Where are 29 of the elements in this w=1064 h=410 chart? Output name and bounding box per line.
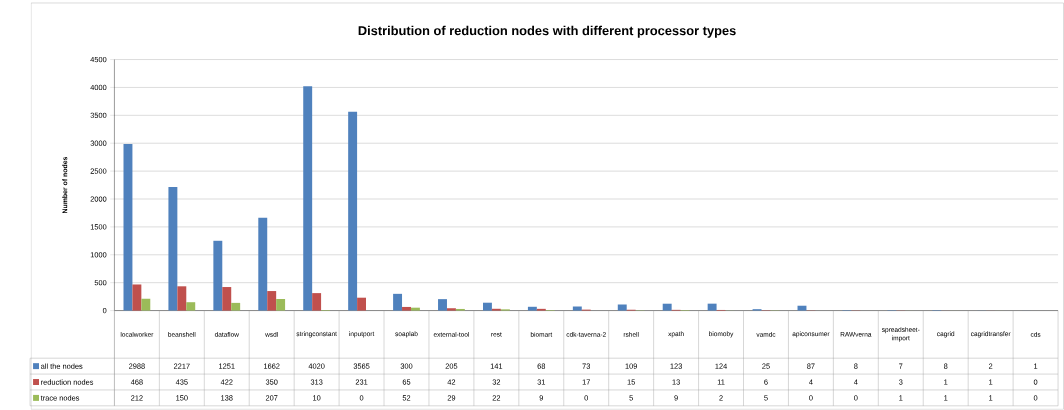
bar xyxy=(446,308,456,311)
bar xyxy=(348,111,358,311)
bar xyxy=(186,302,196,311)
bar xyxy=(213,240,223,311)
bar xyxy=(231,302,241,311)
bar xyxy=(267,291,277,311)
bar xyxy=(707,303,717,311)
bar xyxy=(410,307,420,311)
bar xyxy=(357,297,367,311)
bar xyxy=(438,299,447,311)
bar xyxy=(132,284,142,311)
bar xyxy=(303,86,313,311)
bar xyxy=(141,298,151,311)
bar xyxy=(168,186,178,311)
bar xyxy=(662,303,672,311)
bar xyxy=(617,304,627,311)
chart-title: Distribution of reduction nodes with different processor types xyxy=(358,25,736,38)
bar xyxy=(123,143,133,311)
bar xyxy=(312,293,322,311)
bar xyxy=(572,306,582,311)
bar xyxy=(222,287,232,311)
bar xyxy=(797,305,807,311)
bar xyxy=(276,299,286,311)
bar xyxy=(482,302,492,311)
bar xyxy=(393,293,403,311)
bar xyxy=(527,306,537,311)
bar xyxy=(177,286,187,311)
bar xyxy=(402,307,411,311)
bar xyxy=(258,217,268,311)
